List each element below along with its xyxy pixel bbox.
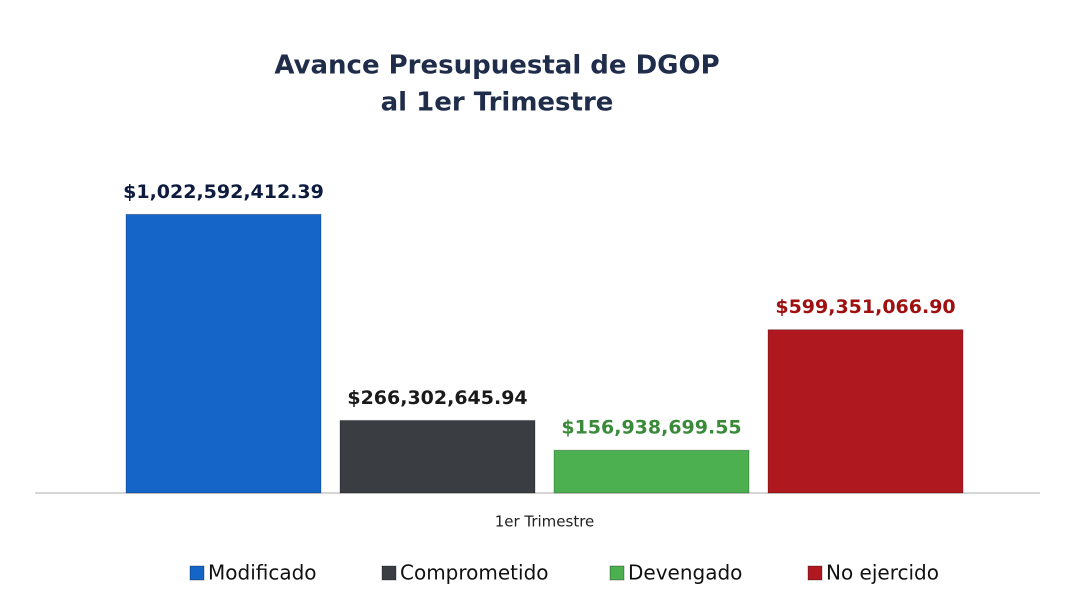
legend-label: Devengado <box>628 561 742 585</box>
legend-label: No ejercido <box>826 561 939 585</box>
bar <box>125 213 322 494</box>
data-label: $266,302,645.94 <box>347 387 527 409</box>
data-label: $1,022,592,412.39 <box>123 181 324 203</box>
legend-swatch <box>189 565 205 581</box>
bar <box>767 329 964 494</box>
chart-title: al 1er Trimestre <box>381 88 614 118</box>
bar <box>553 449 750 494</box>
legend-swatch <box>807 565 823 581</box>
data-label: $599,351,066.90 <box>775 296 955 318</box>
legend-swatch <box>381 565 397 581</box>
legend-label: Comprometido <box>400 561 549 585</box>
chart-title: Avance Presupuestal de DGOP <box>274 51 719 81</box>
x-tick-label: 1er Trimestre <box>495 513 595 531</box>
legend-swatch <box>609 565 625 581</box>
data-label: $156,938,699.55 <box>561 417 741 439</box>
bar <box>339 419 536 494</box>
legend-label: Modificado <box>208 561 317 585</box>
